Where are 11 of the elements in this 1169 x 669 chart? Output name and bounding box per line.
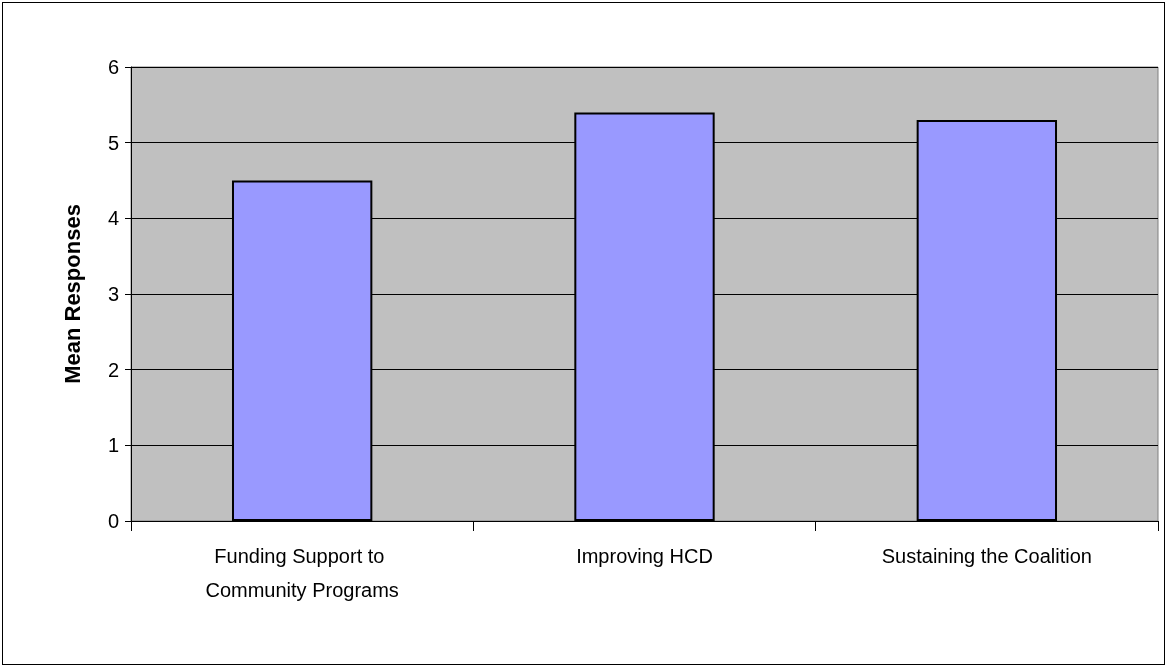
y-tick-label: 4: [107, 207, 119, 230]
y-tick-label: 3: [107, 283, 119, 305]
y-tick-label: 6: [107, 56, 119, 78]
y-tick-label: 5: [107, 131, 119, 154]
y-axis-title: Mean Responses: [59, 204, 85, 384]
x-tick-label: Sustaining the Coalition: [881, 545, 1092, 567]
x-tick-label: Funding Support to Community Programs: [205, 545, 399, 601]
y-tick-label: 0: [107, 510, 119, 532]
x-tick-label: Improving HCD: [576, 545, 713, 567]
y-tick-label: 1: [107, 434, 119, 457]
y-tick-label: 2: [107, 358, 119, 381]
